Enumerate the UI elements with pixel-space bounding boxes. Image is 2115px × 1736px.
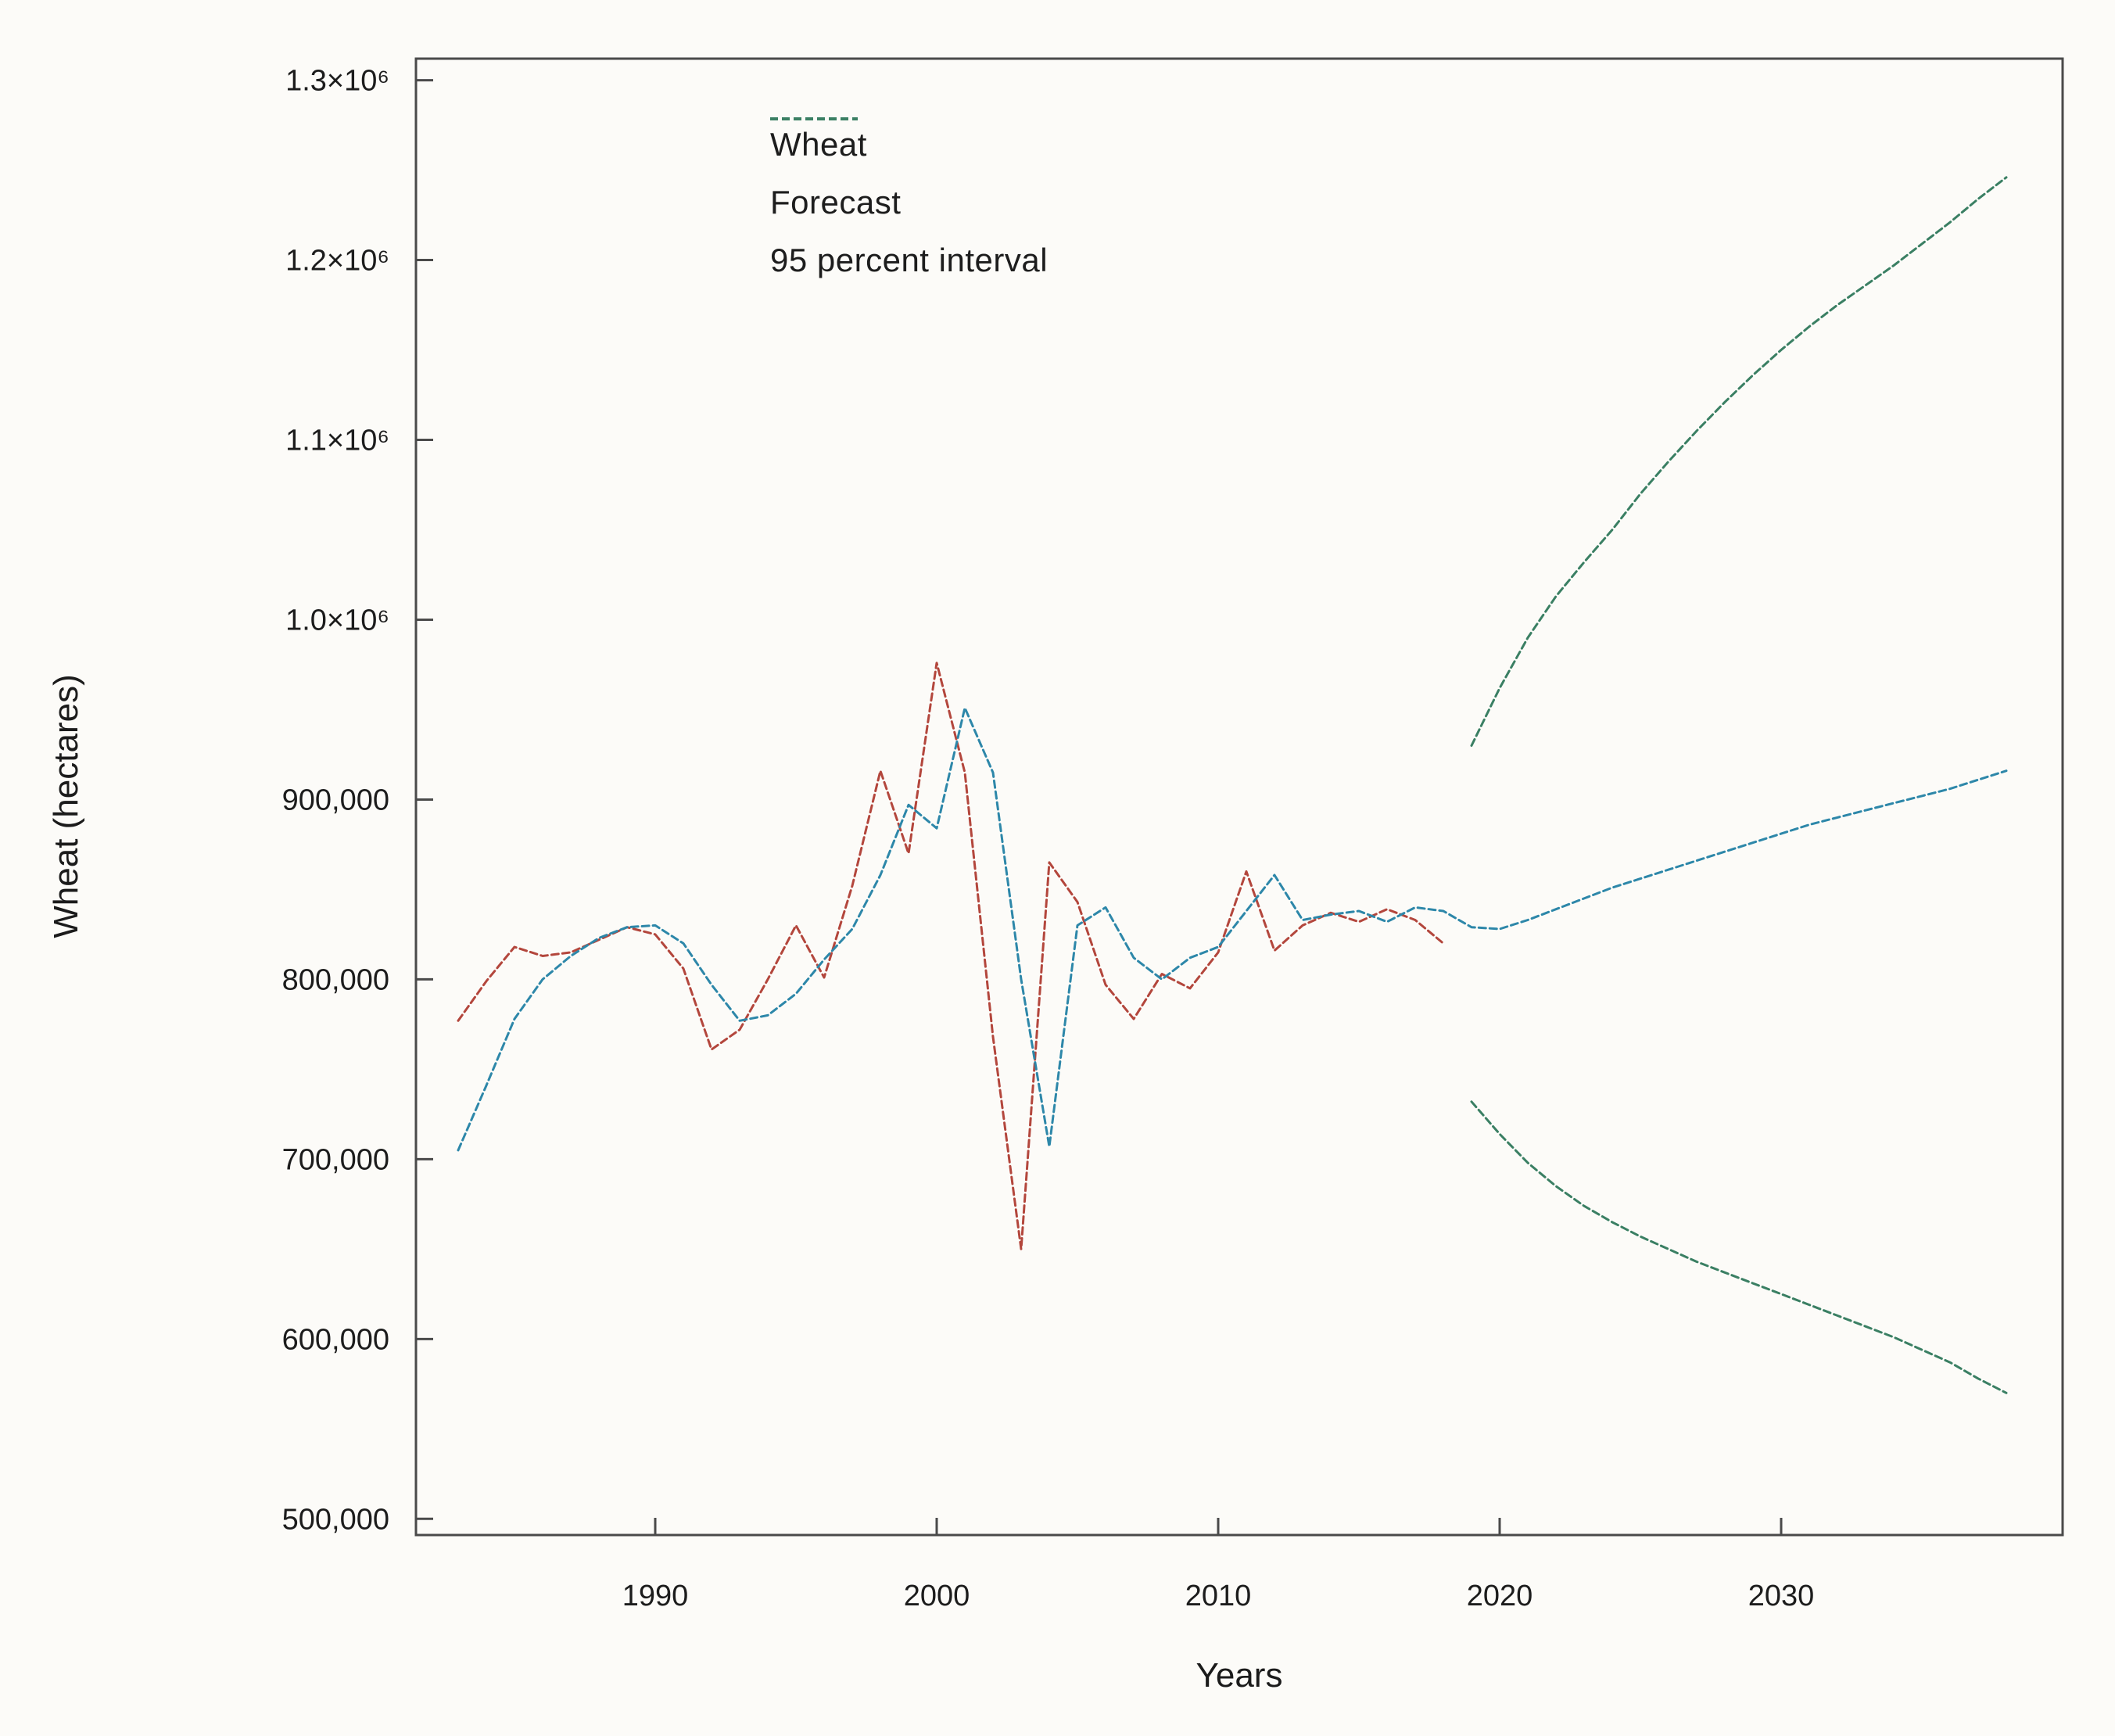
x-tick-label: 2000 — [904, 1580, 970, 1612]
legend-item-wheat: Wheat — [770, 116, 1048, 174]
chart-legend: Wheat Forecast 95 percent interval — [770, 116, 1048, 289]
y-tick-label: 900,000 — [282, 784, 389, 816]
x-tick-label: 2020 — [1467, 1580, 1533, 1612]
series-wheat — [457, 662, 1445, 1250]
y-tick-label: 800,000 — [282, 963, 389, 996]
y-axis-title: Wheat (hectares) — [47, 674, 85, 938]
x-tick-label: 2010 — [1185, 1580, 1252, 1612]
series-forecast — [457, 706, 2008, 1152]
y-tick-label: 500,000 — [282, 1503, 389, 1536]
interval-line-icon — [770, 117, 858, 120]
x-axis-title: Years — [1196, 1656, 1283, 1695]
legend-label-wheat: Wheat — [770, 126, 867, 163]
legend-label-interval: 95 percent interval — [770, 242, 1049, 278]
x-tick-label: 2030 — [1748, 1580, 1815, 1612]
x-tick-label: 1990 — [622, 1580, 689, 1612]
y-tick-label: 1.3×10⁶ — [285, 65, 389, 98]
y-tick-label: 1.0×10⁶ — [285, 604, 389, 637]
y-tick-label: 600,000 — [282, 1323, 389, 1356]
series-95-percent-interval-upper — [1470, 176, 2008, 747]
series-95-percent-interval-lower — [1470, 1100, 2008, 1394]
legend-item-interval: 95 percent interval — [770, 117, 1049, 289]
plot-border — [414, 57, 2064, 1537]
legend-item-forecast: Forecast — [770, 117, 1048, 231]
y-tick-label: 1.1×10⁶ — [285, 425, 389, 457]
legend-label-forecast: Forecast — [770, 184, 902, 221]
y-tick-label: 1.2×10⁶ — [285, 245, 389, 278]
y-tick-label: 700,000 — [282, 1143, 389, 1176]
